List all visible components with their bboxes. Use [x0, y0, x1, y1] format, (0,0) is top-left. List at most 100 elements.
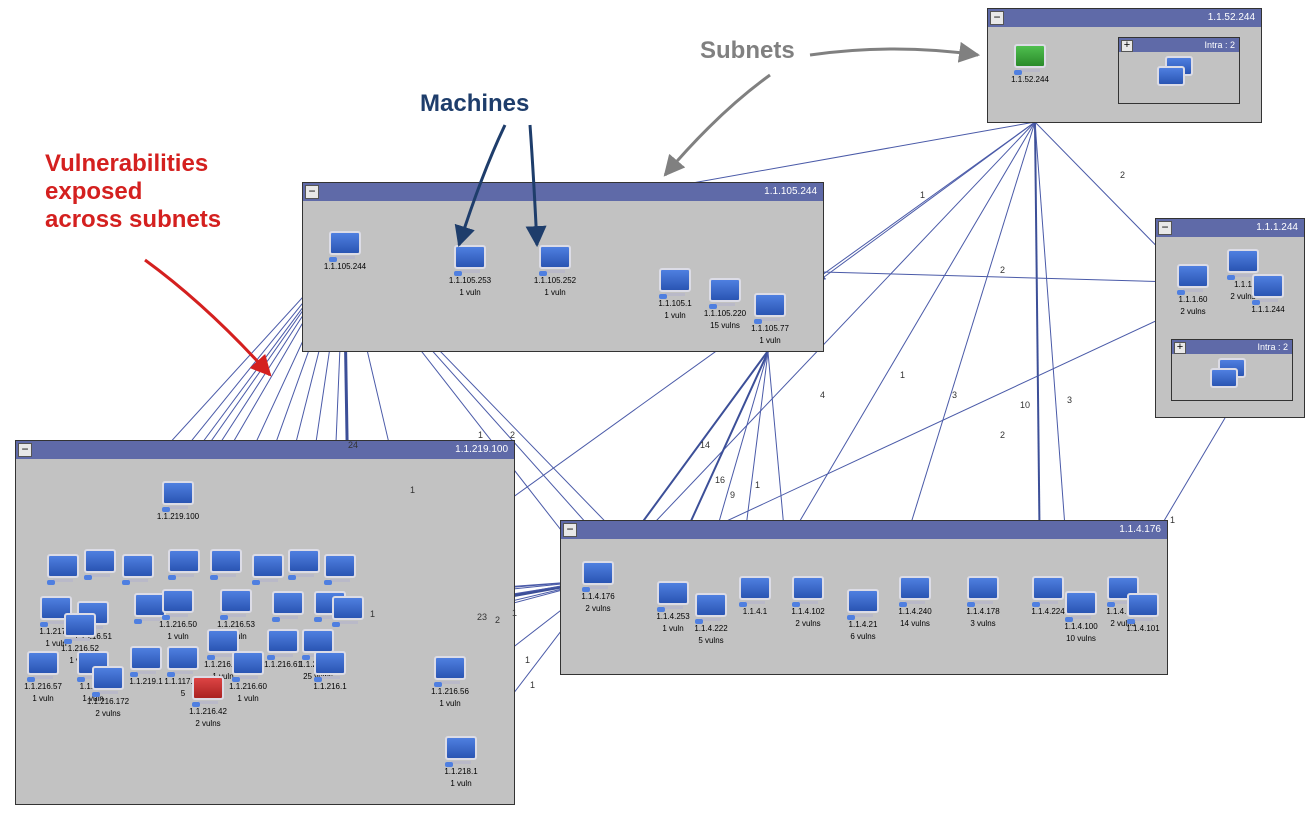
subnet-s1: −1.1.1.2441.1.1.602 vulns1.1.12 vulns1.1… [1155, 218, 1305, 418]
machine-node[interactable] [204, 549, 248, 580]
machine-vuln-count: 1 vuln [156, 632, 200, 641]
computer-icon [967, 576, 999, 600]
computer-icon [582, 561, 614, 585]
machine-node[interactable] [266, 591, 310, 622]
machine-ip: 1.1.1.60 [1171, 295, 1215, 304]
machine-node[interactable]: 1.1.52.244 [1008, 44, 1052, 84]
machine-node[interactable]: 1.1.105.22015 vulns [703, 278, 747, 330]
subnet-s4: −1.1.4.1761.1.4.1762 vulns1.1.4.2531 vul… [560, 520, 1168, 675]
computer-icon [739, 576, 771, 600]
annotation-arrow [665, 75, 770, 175]
machine-ip: 1.1.4.100 [1059, 622, 1103, 631]
subnet-titlebar: −1.1.4.176 [561, 521, 1167, 539]
computer-icon [84, 549, 116, 573]
machine-ip: 1.1.105.244 [323, 262, 367, 271]
edge-weight-label: 3 [1067, 395, 1072, 405]
computer-icon [64, 613, 96, 637]
machine-ip: 1.1.4.1 [733, 607, 777, 616]
machine-node[interactable]: 1.1.218.11 vuln [439, 736, 483, 788]
machine-ip: 1.1.52.244 [1008, 75, 1052, 84]
expand-icon[interactable]: + [1121, 40, 1133, 52]
edge-weight-label: 2 [1000, 430, 1005, 440]
expand-icon[interactable]: + [1174, 342, 1186, 354]
intra-group: Intra : 2+ [1118, 37, 1240, 104]
edge-weight-label: 1 [920, 190, 925, 200]
machine-node[interactable]: 1.1.105.2531 vuln [448, 245, 492, 297]
machine-ip: 1.1.105.253 [448, 276, 492, 285]
computer-icon [445, 736, 477, 760]
machine-node[interactable]: 1.1.216.422 vulns [186, 676, 230, 728]
computer-icon [539, 245, 571, 269]
machine-ip: 1.1.4.176 [576, 592, 620, 601]
machine-ip: 1.1.216.57 [21, 682, 65, 691]
computer-icon [210, 549, 242, 573]
computer-icon [324, 554, 356, 578]
machine-node[interactable]: 1.1.105.2521 vuln [533, 245, 577, 297]
minimize-icon[interactable]: − [18, 443, 32, 457]
machine-node[interactable]: 1.1.4.101 [1121, 593, 1165, 633]
machine-ip: 1.1.105.77 [748, 324, 792, 333]
machine-node[interactable]: 1.1.1.244 [1246, 274, 1290, 314]
computer-icon [434, 656, 466, 680]
computer-icon [1252, 274, 1284, 298]
vulnerability-edge [895, 122, 1035, 575]
machine-ip: 1.1.218.1 [439, 767, 483, 776]
edge-weight-label: 1 [1170, 515, 1175, 525]
computer-icon [332, 596, 364, 620]
subnet-titlebar: −1.1.219.100 [16, 441, 514, 459]
intra-title: Intra : 2 [1257, 342, 1288, 352]
minimize-icon[interactable]: − [305, 185, 319, 199]
machine-node[interactable]: 1.1.105.771 vuln [748, 293, 792, 345]
minimize-icon[interactable]: − [563, 523, 577, 537]
edge-weight-label: 14 [700, 440, 710, 450]
machine-node[interactable]: 1.1.4.1 [733, 576, 777, 616]
machine-ip: 1.1.4.21 [841, 620, 885, 629]
machine-ip: 1.1.105.1 [653, 299, 697, 308]
machine-node[interactable]: 1.1.4.100 10 vulns [1059, 591, 1103, 643]
machine-node[interactable]: 1.1.4.1022 vulns [786, 576, 830, 628]
subnet-title: 1.1.52.244 [1208, 9, 1255, 27]
computer-icon [754, 293, 786, 317]
machine-node[interactable] [162, 549, 206, 580]
edge-weight-label: 2 [1000, 265, 1005, 275]
machine-vuln-count: 6 vulns [841, 632, 885, 641]
computer-icon [709, 278, 741, 302]
machine-ip: 1.1.105.220 [703, 309, 747, 318]
annotation-subnets: Subnets [700, 37, 795, 65]
machine-vuln-count: 2 vulns [786, 619, 830, 628]
computer-icon [1065, 591, 1097, 615]
minimize-icon[interactable]: − [990, 11, 1004, 25]
machine-ip: 1.1.216.1 [308, 682, 352, 691]
minimize-icon[interactable]: − [1158, 221, 1172, 235]
computer-icon [27, 651, 59, 675]
machine-node[interactable]: 1.1.4.1783 vulns [961, 576, 1005, 628]
computer-icon [657, 581, 689, 605]
machine-node[interactable]: 1.1.4.21 6 vulns [841, 589, 885, 641]
machine-node[interactable] [116, 554, 160, 585]
machine-vuln-count: 1 vuln [653, 311, 697, 320]
computer-icon [454, 245, 486, 269]
machine-vuln-count: 1 vuln [533, 288, 577, 297]
machine-node[interactable]: 1.1.216.571 vuln [21, 651, 65, 703]
annotation-arrow [810, 49, 978, 55]
machine-node[interactable]: 1.1.4.1762 vulns [576, 561, 620, 613]
computer-icon [47, 554, 79, 578]
computer-icon [220, 589, 252, 613]
subnet-s52: − 1.1.52.244 1.1.52.244 Intra : 2+ [987, 8, 1262, 123]
machine-node[interactable]: 1.1.105.1 1 vuln [653, 268, 697, 320]
edge-weight-label: 9 [730, 490, 735, 500]
machine-node[interactable]: 1.1.4.2225 vulns [689, 593, 733, 645]
machine-node[interactable]: 1.1.219.100 [156, 481, 200, 521]
machine-node[interactable]: 1.1.216.501 vuln [156, 589, 200, 641]
machine-ip: 1.1.219.100 [156, 512, 200, 521]
machine-node[interactable]: 1.1.216.1 [308, 651, 352, 691]
edge-weight-label: 1 [512, 608, 517, 618]
machine-vuln-count: 10 vulns [1059, 634, 1103, 643]
machine-node[interactable] [326, 596, 370, 627]
machine-node[interactable] [318, 554, 362, 585]
machine-node[interactable]: 1.1.105.244 [323, 231, 367, 271]
machine-node[interactable]: 1.1.216.561 vuln [428, 656, 472, 708]
machine-node[interactable]: 1.1.1.602 vulns [1171, 264, 1215, 316]
machine-node[interactable]: 1.1.4.24014 vulns [893, 576, 937, 628]
machine-ip: 1.1.4.240 [893, 607, 937, 616]
